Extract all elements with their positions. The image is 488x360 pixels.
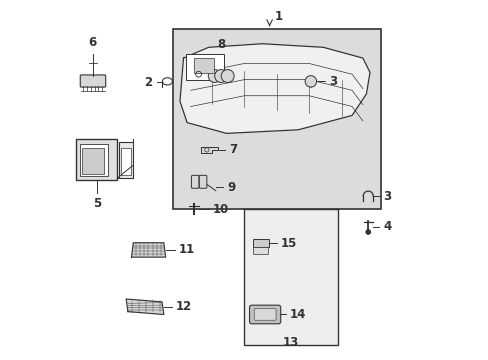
Bar	[80, 144, 108, 176]
Text: 3: 3	[383, 190, 390, 203]
Circle shape	[366, 230, 369, 234]
Circle shape	[221, 69, 234, 82]
Circle shape	[208, 69, 221, 82]
Text: 14: 14	[289, 308, 306, 321]
Polygon shape	[201, 147, 217, 153]
Bar	[244, 209, 337, 345]
Circle shape	[214, 69, 227, 82]
FancyBboxPatch shape	[191, 175, 199, 188]
Polygon shape	[131, 243, 165, 257]
Text: 13: 13	[283, 336, 299, 349]
Text: 1: 1	[274, 10, 283, 23]
Text: 10: 10	[212, 203, 229, 216]
FancyBboxPatch shape	[254, 309, 276, 320]
Text: 2: 2	[143, 76, 152, 89]
FancyBboxPatch shape	[194, 58, 214, 73]
Bar	[121, 148, 131, 175]
Text: 6: 6	[88, 36, 97, 49]
FancyBboxPatch shape	[252, 239, 268, 247]
Bar	[119, 142, 133, 178]
Polygon shape	[126, 299, 163, 315]
Text: 9: 9	[227, 181, 235, 194]
Text: 4: 4	[383, 220, 391, 234]
FancyBboxPatch shape	[249, 305, 280, 324]
Text: 7: 7	[228, 143, 237, 156]
Text: 12: 12	[176, 300, 192, 313]
FancyBboxPatch shape	[80, 75, 105, 87]
Circle shape	[305, 76, 316, 87]
Text: 11: 11	[179, 243, 195, 256]
Text: 15: 15	[281, 237, 297, 250]
FancyBboxPatch shape	[253, 247, 267, 253]
Bar	[76, 139, 117, 180]
FancyBboxPatch shape	[199, 175, 206, 188]
Bar	[172, 30, 380, 209]
Text: 8: 8	[217, 38, 225, 51]
Bar	[81, 148, 104, 174]
Text: 3: 3	[329, 75, 337, 88]
FancyBboxPatch shape	[186, 54, 223, 80]
Text: 5: 5	[92, 197, 101, 210]
Polygon shape	[180, 44, 369, 134]
